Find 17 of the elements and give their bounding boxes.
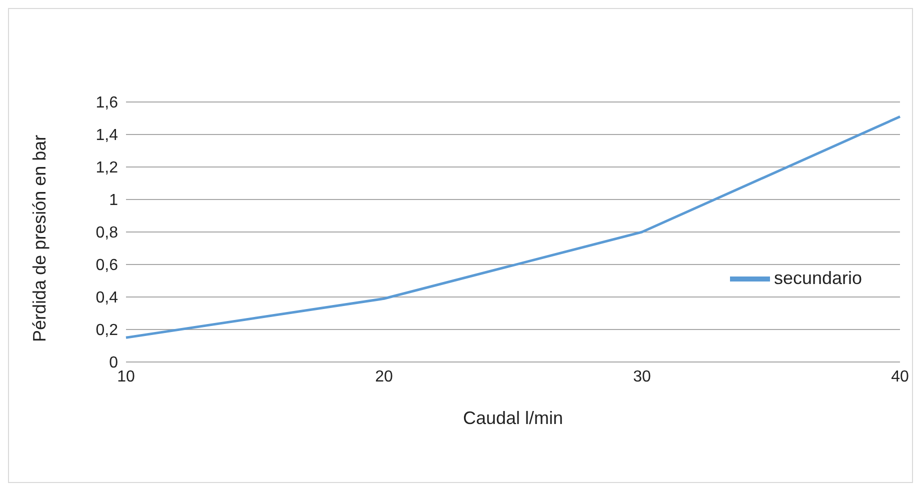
y-tick-label: 0,4 (96, 290, 118, 307)
y-tick-label: 1,2 (96, 160, 118, 177)
y-tick-label: 0,8 (96, 224, 118, 242)
x-axis-title: Caudal l/min (462, 408, 564, 428)
x-tick-label: 40 (891, 368, 909, 386)
y-tick-label: 0 (109, 354, 118, 372)
x-tick-label: 10 (117, 368, 135, 386)
legend-label: secundario (774, 268, 862, 288)
x-tick-label: 30 (633, 368, 651, 386)
y-tick-label: 1,4 (96, 127, 118, 144)
y-tick-label: 1,6 (96, 94, 118, 112)
y-tick-label: 0,6 (96, 257, 118, 274)
line-series (124, 115, 902, 339)
y-tick-label: 1 (109, 192, 118, 210)
x-tick-label: 20 (375, 368, 393, 386)
y-tick-label: 0,2 (96, 322, 118, 340)
y-axis-title: Pérdida de presión en bar (29, 134, 50, 342)
